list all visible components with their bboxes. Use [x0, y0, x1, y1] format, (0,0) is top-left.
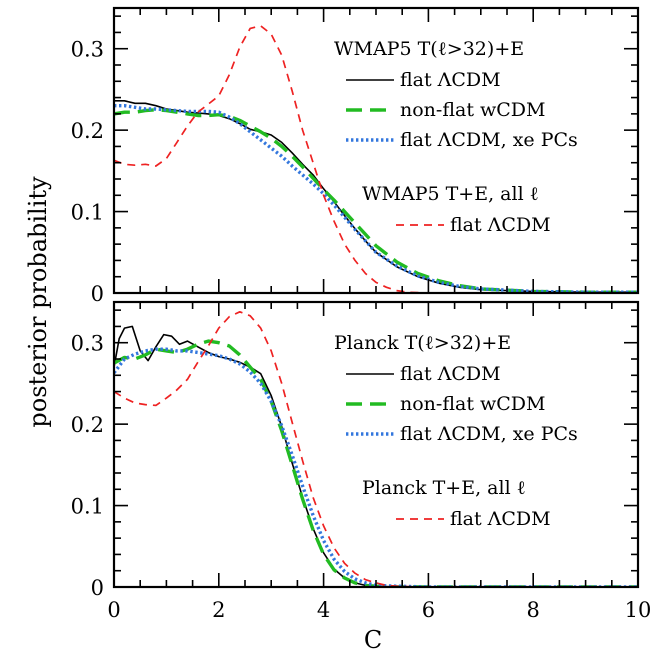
bottom-series-layer: [114, 310, 638, 587]
top-legend-label-0: flat ΛCDM: [400, 69, 501, 91]
bottom-series-line-1: [114, 339, 638, 587]
bottom-series-line-3: [114, 310, 429, 587]
x-axis-label: C: [364, 626, 382, 654]
top-y-tick-label: 0.1: [71, 201, 104, 225]
top-ticks-layer: [113, 8, 639, 294]
bottom-legend-label-0: flat ΛCDM: [400, 363, 501, 385]
y-axis-label: posterior probability: [24, 176, 52, 428]
bottom-y-tick-label: 0.1: [71, 495, 104, 519]
top-legend-label-1: non-flat wCDM: [400, 99, 546, 121]
bottom-ticks-layer: [113, 302, 639, 588]
bottom-legend-label-g2-0: flat ΛCDM: [450, 508, 551, 530]
bottom-legend: Planck T(ℓ>32)+E flat ΛCDM non-flat wCDM fl…: [334, 332, 578, 530]
top-series-layer: [114, 25, 638, 293]
bottom-x-tick-label: 0: [107, 598, 120, 622]
bottom-series-line-2: [114, 347, 638, 587]
top-series-line-3: [114, 25, 429, 293]
bottom-legend-heading-1: Planck T(ℓ>32)+E: [334, 332, 511, 354]
bottom-legend-label-1: non-flat wCDM: [400, 393, 546, 415]
bottom-panel: 0 0.1 0.2 0.3 0 2 4 6 8 10 Planck T(ℓ>32)+E flat Λ…: [71, 300, 652, 622]
bottom-legend-label-2: flat ΛCDM, xe PCs: [400, 423, 578, 445]
bottom-y-tick-label: 0.3: [71, 332, 104, 356]
bottom-legend-heading-2: Planck T+E, all ℓ: [362, 477, 526, 499]
top-y-tick-label: 0.2: [71, 119, 104, 143]
bottom-x-tick-label: 4: [317, 598, 330, 622]
bottom-panel-frame: [112, 300, 640, 589]
top-legend-heading-1: WMAP5 T(ℓ>32)+E: [334, 38, 524, 60]
top-y-tick-label: 0.3: [71, 38, 104, 62]
top-legend: WMAP5 T(ℓ>32)+E flat ΛCDM non-flat wCDM fla…: [334, 38, 578, 236]
bottom-x-tick-label: 6: [422, 598, 435, 622]
top-legend-label-2: flat ΛCDM, xe PCs: [400, 129, 578, 151]
top-legend-heading-2: WMAP5 T+E, all ℓ: [362, 183, 539, 205]
top-legend-label-g2-0: flat ΛCDM: [450, 214, 551, 236]
top-series-line-1: [114, 108, 638, 293]
top-panel: 0 0.1 0.2 0.3 WMAP5 T(ℓ>32)+E flat ΛCDM non-f…: [71, 6, 640, 306]
bottom-y-tick-label: 0.2: [71, 413, 104, 437]
bottom-x-tick-label: 2: [212, 598, 225, 622]
top-y-tick-label: 0: [91, 282, 104, 306]
bottom-ticklabels-layer: 0 0.1 0.2 0.3 0 2 4 6 8 10: [71, 332, 652, 622]
bottom-x-tick-label: 10: [625, 598, 652, 622]
top-panel-frame: [112, 6, 640, 295]
bottom-x-tick-label: 8: [527, 598, 540, 622]
bottom-y-tick-label: 0: [91, 576, 104, 600]
top-ticklabels-layer: 0 0.1 0.2 0.3: [71, 38, 104, 306]
bottom-series-line-0: [114, 325, 638, 587]
